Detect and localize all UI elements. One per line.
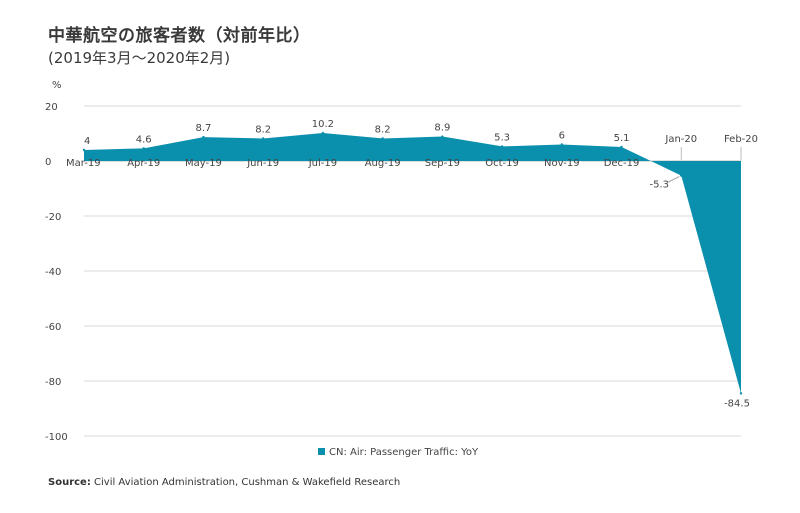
legend-swatch (318, 448, 325, 455)
x-category-label: Nov-19 (544, 158, 580, 169)
y-tick-label: -100 (45, 432, 68, 443)
x-category-label: Jan-20 (664, 134, 697, 145)
data-point (739, 392, 743, 395)
series-area (82, 131, 743, 395)
data-point (381, 137, 384, 140)
x-category-label: Feb-20 (724, 134, 758, 145)
legend-label: CN: Air: Passenger Traffic: YoY (329, 447, 479, 458)
data-point (82, 148, 86, 152)
data-label: 5.3 (494, 132, 510, 143)
x-axis-categories: Mar-19 Apr-19 May-19 Jun-19 Jul-19 Aug-19 Sep-… (66, 134, 758, 169)
source-note: Source: Civil Aviation Administration, C… (48, 477, 400, 488)
data-point (142, 147, 145, 150)
data-point (500, 145, 504, 148)
data-point (441, 135, 444, 138)
x-category-label: Mar-19 (66, 158, 101, 169)
y-axis-ticks: 20 0 -20 -40 -60 -80 -100 (45, 102, 68, 443)
data-label: 4 (84, 136, 90, 147)
data-point (202, 135, 205, 139)
data-point (680, 174, 683, 177)
data-label: 8.2 (375, 124, 391, 135)
y-tick-label: -60 (45, 322, 61, 333)
data-point (321, 131, 325, 135)
y-axis-unit: % (52, 80, 62, 91)
x-category-label: Oct-19 (485, 158, 519, 169)
area-fill (84, 132, 741, 394)
source-prefix: Source: (48, 477, 91, 488)
source-text: Civil Aviation Administration, Cushman &… (90, 477, 401, 488)
x-category-label: Apr-19 (127, 158, 160, 169)
x-category-label: May-19 (185, 158, 222, 169)
data-labels: 4 4.6 8.7 8.2 10.2 8.2 8.9 5.3 6 5.1 -5.3 -84.5 (84, 119, 750, 409)
data-label: 8.2 (255, 124, 271, 135)
y-tick-label: 0 (45, 157, 51, 168)
data-label: 4.6 (136, 134, 152, 145)
data-point (560, 143, 564, 146)
x-category-label: Dec-19 (604, 158, 640, 169)
data-label: 10.2 (312, 119, 334, 130)
y-tick-label: -80 (45, 377, 61, 388)
data-point (620, 145, 623, 149)
label-leader-line (667, 176, 680, 184)
legend: CN: Air: Passenger Traffic: YoY (318, 447, 479, 458)
y-tick-label: -40 (45, 267, 61, 278)
x-category-label: Aug-19 (365, 158, 401, 169)
data-label: -84.5 (724, 398, 750, 409)
data-label: 8.9 (434, 123, 450, 134)
y-tick-label: -20 (45, 212, 61, 223)
data-label: -5.3 (650, 180, 670, 191)
x-category-label: Jul-19 (308, 158, 337, 169)
x-category-label: Sep-19 (425, 158, 460, 169)
data-label: 6 (559, 131, 565, 142)
chart-subtitle: (2019年3月～2020年2月) (48, 49, 231, 67)
data-label: 8.7 (196, 123, 212, 134)
chart-title: 中華航空の旅客者数（対前年比） (48, 26, 311, 46)
y-tick-label: 20 (45, 102, 58, 113)
data-point (261, 137, 265, 140)
x-category-label: Jun-19 (246, 158, 279, 169)
data-label: 5.1 (614, 133, 630, 144)
